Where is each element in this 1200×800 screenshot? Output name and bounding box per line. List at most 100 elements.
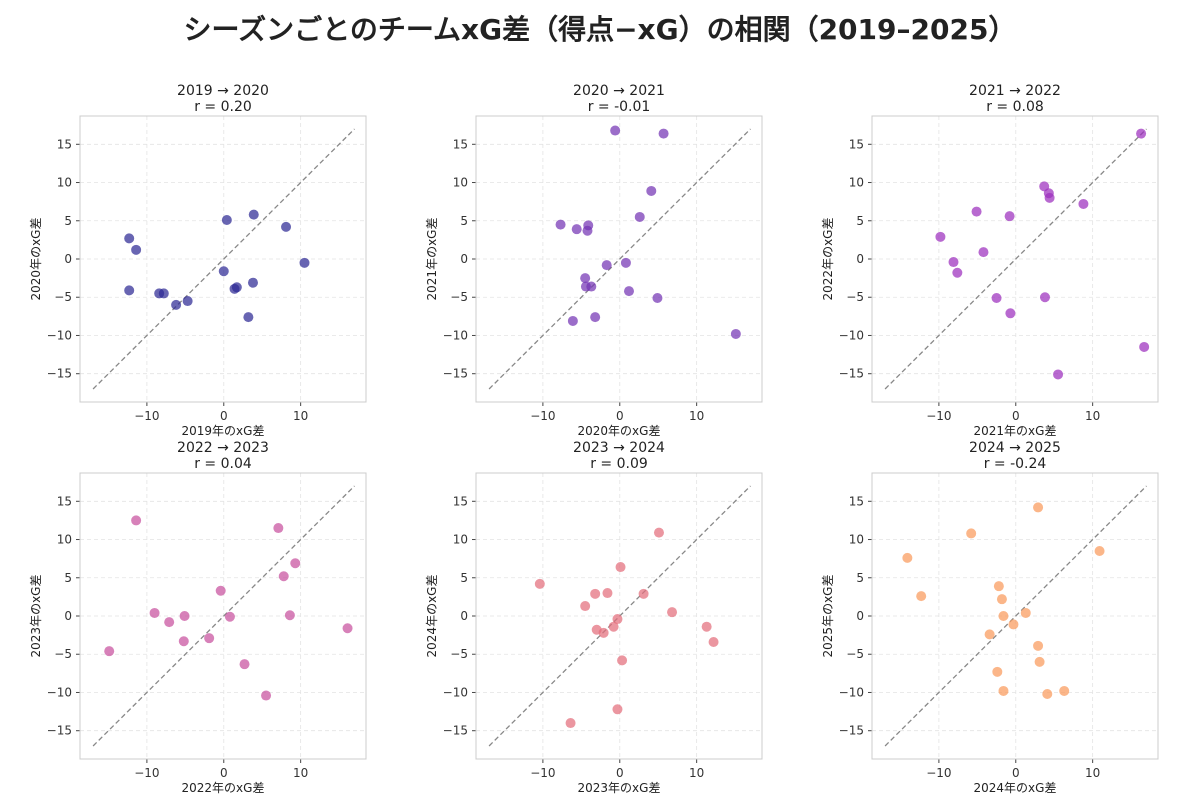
y-tick-label: 10 [57,533,72,547]
identity-diagonal-line [884,128,1147,390]
data-point [634,211,645,222]
data-point [281,221,292,232]
data-point [273,523,284,534]
data-point [571,224,582,235]
data-point [1033,640,1044,651]
x-axis-label: 2023年のxG差 [578,781,661,795]
y-tick-label: 5 [64,214,72,228]
data-point [1039,292,1050,303]
data-point [171,299,182,310]
data-point [580,273,591,284]
y-axis-label: 2022年のxG差 [821,218,835,301]
data-point [567,315,578,326]
data-point [608,621,619,632]
y-tick-label: −5 [450,290,468,304]
y-tick-label: 5 [64,571,72,585]
x-tick-label: 10 [293,409,308,423]
data-point [1044,192,1055,203]
x-tick-label: 0 [1012,766,1020,780]
x-tick-label: −10 [134,766,159,780]
x-tick-label: 0 [616,409,624,423]
plot-frame [475,472,763,760]
data-point [131,515,142,526]
y-tick-label: 15 [57,137,72,151]
data-point [299,257,310,268]
y-tick-label: 10 [849,176,864,190]
data-point [658,128,669,139]
y-axis-label: 2020年のxG差 [29,218,43,301]
x-tick-label: −10 [926,766,951,780]
subplot-correlation: r = 0.09 [590,456,648,472]
data-point [971,206,982,217]
y-tick-label: 0 [460,609,468,623]
x-tick-label: 10 [689,409,704,423]
x-tick-label: 0 [220,766,228,780]
data-point [247,277,258,288]
y-tick-label: 0 [856,609,864,623]
subplot-title: 2020 → 2021 [573,83,665,99]
y-axis-label: 2025年のxG差 [821,575,835,658]
y-tick-label: 10 [57,176,72,190]
data-point [104,646,115,657]
x-axis-label: 2022年のxG差 [182,781,265,795]
data-point [534,578,545,589]
data-point [993,581,1004,592]
data-point [1059,685,1070,696]
data-point [916,591,927,602]
data-point [1053,369,1064,380]
data-point [998,611,1009,621]
data-point [1136,128,1147,139]
y-tick-label: 5 [460,571,468,585]
identity-diagonal-line [884,485,1147,747]
x-tick-label: −10 [530,766,555,780]
y-tick-label: 15 [849,137,864,151]
data-point [179,611,190,621]
data-point [1042,689,1053,699]
data-point [1004,211,1015,222]
y-tick-label: 5 [460,214,468,228]
x-tick-label: 10 [1085,409,1100,423]
y-tick-label: 15 [453,494,468,508]
data-point [124,285,135,296]
x-axis-label: 2021年のxG差 [974,424,1057,438]
data-point [1008,619,1019,630]
data-point [590,588,601,599]
data-point [1033,502,1044,513]
data-point [935,231,946,242]
x-tick-label: −10 [530,409,555,423]
plot-frame [871,115,1159,403]
y-tick-label: −10 [47,328,72,342]
data-point [218,266,229,277]
data-point [984,629,995,640]
data-point [231,282,242,293]
identity-diagonal-line [92,485,355,747]
data-point [612,614,623,625]
subplot-title: 2019 → 2020 [177,83,269,99]
data-point [1005,308,1016,319]
data-point [221,215,232,225]
identity-diagonal-line [92,128,355,390]
data-point [996,594,1007,605]
data-point [284,610,295,621]
data-point [991,293,1002,303]
data-point [966,528,977,539]
data-point [590,312,601,323]
subplot-correlation: r = 0.08 [986,99,1044,115]
y-tick-label: −15 [443,724,468,738]
subplot-correlation: r = -0.01 [588,99,651,115]
data-point [204,633,215,644]
data-point [615,562,626,573]
subplot-title: 2024 → 2025 [969,440,1061,456]
y-tick-label: 0 [856,252,864,266]
plot-frame [79,115,367,403]
data-point [565,718,576,729]
y-tick-label: −5 [54,647,72,661]
y-axis-label: 2023年のxG差 [29,575,43,658]
data-point [952,267,963,278]
data-point [178,636,189,647]
x-tick-label: −10 [926,409,951,423]
x-axis-label: 2024年のxG差 [974,781,1057,795]
